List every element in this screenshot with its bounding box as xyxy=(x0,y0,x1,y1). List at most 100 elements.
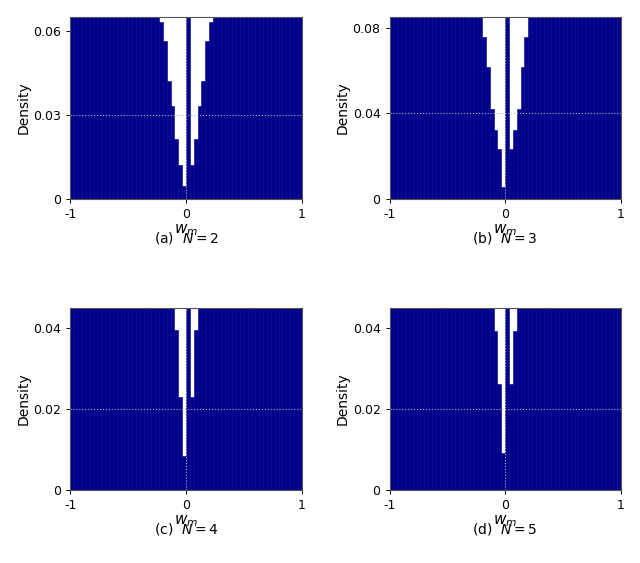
Bar xyxy=(217,0,221,199)
Bar xyxy=(113,0,116,199)
Bar xyxy=(509,383,513,490)
Bar xyxy=(505,0,509,490)
Bar xyxy=(259,0,263,199)
Bar xyxy=(275,0,278,199)
Bar xyxy=(205,137,209,490)
Bar xyxy=(255,0,259,490)
Bar xyxy=(590,0,594,199)
Bar xyxy=(205,41,209,199)
Bar xyxy=(179,166,182,199)
Bar xyxy=(567,0,571,199)
Bar xyxy=(482,37,486,199)
Bar xyxy=(252,0,255,199)
Bar xyxy=(70,0,74,199)
Bar xyxy=(82,0,86,199)
Bar xyxy=(140,0,143,490)
Bar xyxy=(282,0,286,199)
Bar xyxy=(101,0,105,199)
Bar xyxy=(520,165,524,490)
Bar xyxy=(397,0,401,490)
Bar xyxy=(524,37,528,199)
X-axis label: $w_m$: $w_m$ xyxy=(493,513,517,529)
Bar xyxy=(128,0,132,199)
Bar xyxy=(459,0,463,199)
Text: (a)  $N = 2$: (a) $N = 2$ xyxy=(154,230,218,246)
Bar xyxy=(444,0,447,490)
Bar xyxy=(225,0,228,490)
Bar xyxy=(298,0,301,490)
Bar xyxy=(147,0,151,199)
Bar xyxy=(548,0,552,199)
Bar xyxy=(516,109,520,199)
Bar xyxy=(163,137,167,490)
Bar xyxy=(524,82,528,490)
Bar xyxy=(571,0,575,490)
Bar xyxy=(575,0,579,490)
Bar xyxy=(209,59,213,490)
Bar xyxy=(409,0,413,199)
Bar xyxy=(552,0,556,490)
Bar xyxy=(405,0,409,490)
Bar xyxy=(90,0,93,199)
Bar xyxy=(70,0,74,490)
Bar xyxy=(474,0,478,199)
Bar xyxy=(286,0,290,490)
Bar xyxy=(271,0,275,490)
Bar xyxy=(493,130,497,199)
Bar xyxy=(594,0,598,490)
Bar xyxy=(579,0,582,199)
Bar xyxy=(136,0,140,199)
Bar xyxy=(213,0,217,199)
Bar xyxy=(613,0,617,199)
Bar xyxy=(202,196,205,490)
Bar xyxy=(436,0,440,199)
Bar xyxy=(505,0,509,199)
Bar xyxy=(105,0,109,199)
Bar xyxy=(78,0,82,490)
Bar xyxy=(267,0,271,490)
Text: (d)  $N = 5$: (d) $N = 5$ xyxy=(472,521,538,537)
Bar xyxy=(286,0,290,199)
Bar xyxy=(594,0,598,199)
Bar xyxy=(275,0,278,490)
Bar xyxy=(556,0,559,490)
Bar xyxy=(609,0,613,199)
Bar xyxy=(155,0,159,199)
Bar xyxy=(90,0,93,490)
Bar xyxy=(252,0,255,490)
Bar xyxy=(151,0,155,490)
Bar xyxy=(602,0,605,490)
Bar xyxy=(128,0,132,490)
Bar xyxy=(78,0,82,199)
Bar xyxy=(294,0,298,199)
Bar xyxy=(221,0,225,490)
Bar xyxy=(397,0,401,199)
Bar xyxy=(132,0,136,490)
Bar xyxy=(459,0,463,490)
Bar xyxy=(116,0,120,199)
Bar xyxy=(575,0,579,199)
Bar xyxy=(163,41,167,199)
Bar xyxy=(548,0,552,490)
Bar xyxy=(394,0,397,490)
Bar xyxy=(605,0,609,199)
Bar xyxy=(159,22,163,199)
Bar xyxy=(167,196,171,490)
Bar xyxy=(528,10,532,490)
Bar xyxy=(97,0,101,490)
Bar xyxy=(282,0,286,490)
Bar xyxy=(213,0,217,490)
Bar xyxy=(474,0,478,490)
Bar xyxy=(294,0,298,490)
Bar xyxy=(405,0,409,199)
Bar xyxy=(532,0,536,490)
Bar xyxy=(394,0,397,199)
Bar xyxy=(74,0,78,490)
Bar xyxy=(424,0,428,199)
Bar xyxy=(232,0,236,490)
Bar xyxy=(470,0,474,490)
Bar xyxy=(143,0,147,199)
Bar xyxy=(182,456,186,490)
Bar xyxy=(617,0,621,490)
Y-axis label: Density: Density xyxy=(336,373,350,425)
